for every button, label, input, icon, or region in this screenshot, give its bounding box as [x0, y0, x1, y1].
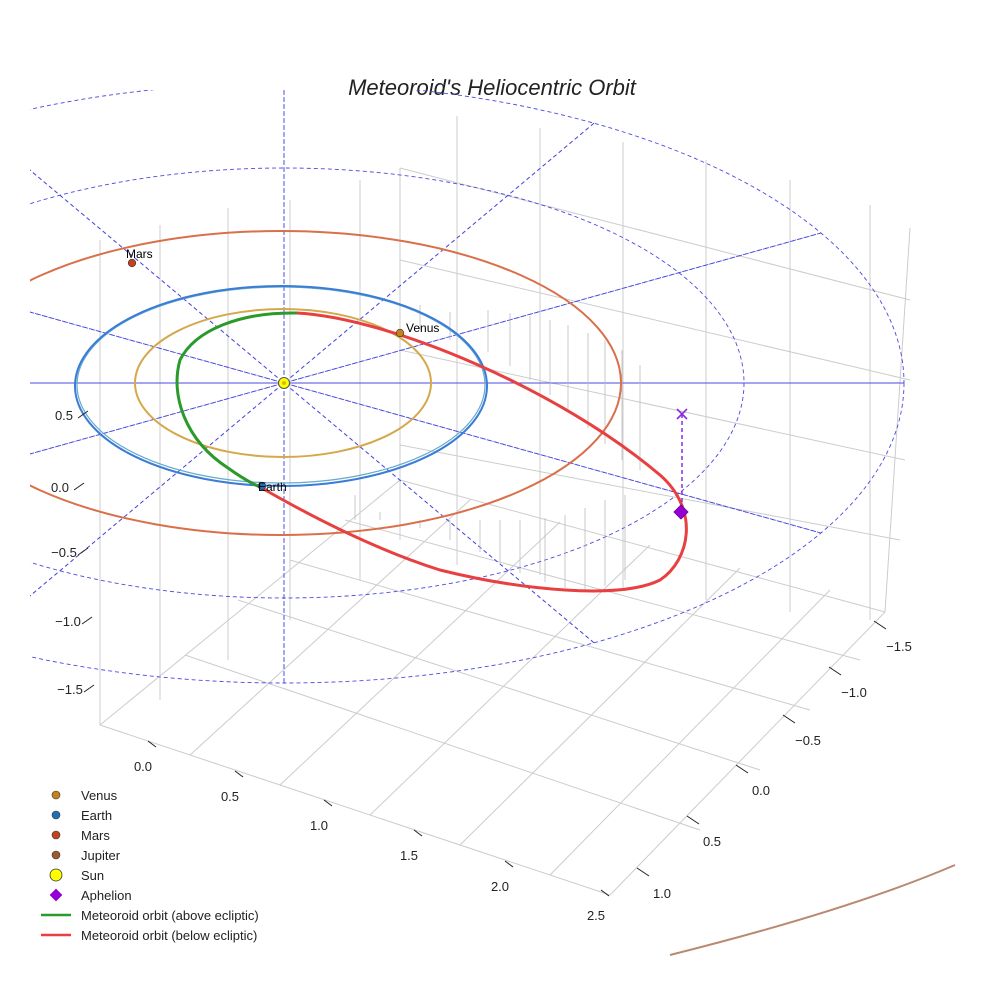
y-tick-label: 1.0 [653, 886, 671, 901]
legend-marker-mars [51, 830, 61, 840]
mars-label: Mars [126, 247, 153, 261]
venus-orbit [134, 308, 432, 458]
legend-label: Mars [81, 828, 110, 843]
pane-grid [99, 116, 911, 896]
legend-marker-aphelion [49, 888, 63, 902]
y-tick-label: 0.5 [703, 834, 721, 849]
aphelion-projection-marker [676, 408, 688, 420]
meteoroid-orbit-above [175, 311, 298, 489]
x-tick-label: 0.0 [134, 759, 152, 774]
grid-line [289, 559, 811, 711]
reference-radial-line [30, 122, 595, 597]
z-tick-label: −1.0 [55, 614, 81, 629]
legend-marker-sun [49, 868, 63, 882]
aphelion-marker [673, 504, 689, 520]
z-axis: 0.5 0.0 −0.5 −1.0 −1.5 [51, 408, 95, 697]
z-tick-mark [77, 410, 89, 419]
y-tick-label: −1.0 [841, 685, 867, 700]
legend-label: Jupiter [81, 848, 121, 863]
reference-radial-line [30, 169, 595, 644]
grid-line [399, 167, 911, 301]
x-tick-mark [600, 889, 610, 897]
x-tick-mark [504, 860, 514, 868]
legend: Venus Earth Mars Jupiter Sun Aphelion Meteoroi… [41, 788, 259, 943]
y-tick-mark [828, 666, 842, 676]
y-tick-label: 0.0 [752, 783, 770, 798]
z-tick-label: −0.5 [51, 545, 77, 560]
earth-label: Earth [258, 480, 287, 494]
grid-line [399, 259, 911, 381]
grid-line [609, 611, 886, 896]
venus-marker [395, 328, 405, 338]
legend-label: Aphelion [81, 888, 132, 903]
legend-marker-earth [51, 810, 61, 820]
z-tick-mark [77, 547, 89, 556]
y-tick-mark [686, 815, 700, 825]
z-tick-label: −1.5 [57, 682, 83, 697]
x-tick-label: 1.0 [310, 818, 328, 833]
z-tick-mark [83, 684, 95, 693]
grid-line [399, 479, 886, 613]
legend-label: Earth [81, 808, 112, 823]
y-tick-mark [782, 714, 796, 724]
x-tick-label: 1.5 [400, 848, 418, 863]
y-tick-mark [735, 764, 749, 774]
drop-lines [354, 305, 641, 590]
meteoroid-orbit-below [259, 311, 688, 593]
reference-radial-line [30, 232, 822, 455]
grid-line [549, 589, 831, 876]
z-tick-label: 0.0 [51, 480, 69, 495]
legend-label: Meteoroid orbit (below ecliptic) [81, 928, 257, 943]
y-axis: −1.5 −1.0 −0.5 0.0 0.5 1.0 [636, 620, 912, 901]
grid-line [399, 444, 901, 541]
x-tick-mark [323, 799, 333, 807]
legend-label: Sun [81, 868, 104, 883]
x-tick-label: 0.5 [221, 789, 239, 804]
z-tick-mark [73, 482, 85, 491]
x-tick-mark [147, 740, 157, 748]
y-tick-mark [636, 867, 650, 877]
legend-marker-jupiter [51, 850, 61, 860]
jupiter-orbit-arc [669, 864, 956, 956]
x-tick-label: 2.5 [587, 908, 605, 923]
mars-orbit [30, 230, 622, 536]
x-tick-mark [413, 829, 423, 837]
venus-label: Venus [406, 321, 439, 335]
reference-radial-line [30, 311, 822, 534]
x-tick-label: 2.0 [491, 879, 509, 894]
x-axis: 0.0 0.5 1.0 1.5 2.0 2.5 [134, 740, 610, 923]
grid-line [189, 499, 471, 756]
legend-marker-venus [51, 790, 61, 800]
grid-line [459, 567, 741, 846]
y-tick-mark [873, 620, 887, 630]
sun-core [282, 381, 286, 385]
grid-line [237, 599, 761, 771]
grid-line [184, 654, 701, 831]
x-tick-mark [234, 770, 244, 778]
legend-label: Venus [81, 788, 118, 803]
grid-line [279, 521, 561, 786]
y-tick-label: −0.5 [795, 733, 821, 748]
z-tick-label: 0.5 [55, 408, 73, 423]
earth-marker [257, 481, 267, 491]
legend-label: Meteoroid orbit (above ecliptic) [81, 908, 259, 923]
grid-line [884, 227, 911, 613]
mars-marker [127, 258, 137, 268]
chart-title: Meteoroid's Heliocentric Orbit [348, 75, 637, 100]
grid-line [99, 724, 611, 896]
earth-orbit [74, 285, 488, 487]
grid-line [399, 349, 906, 461]
y-tick-label: −1.5 [886, 639, 912, 654]
grid-line [99, 479, 401, 726]
z-tick-mark [81, 616, 93, 625]
